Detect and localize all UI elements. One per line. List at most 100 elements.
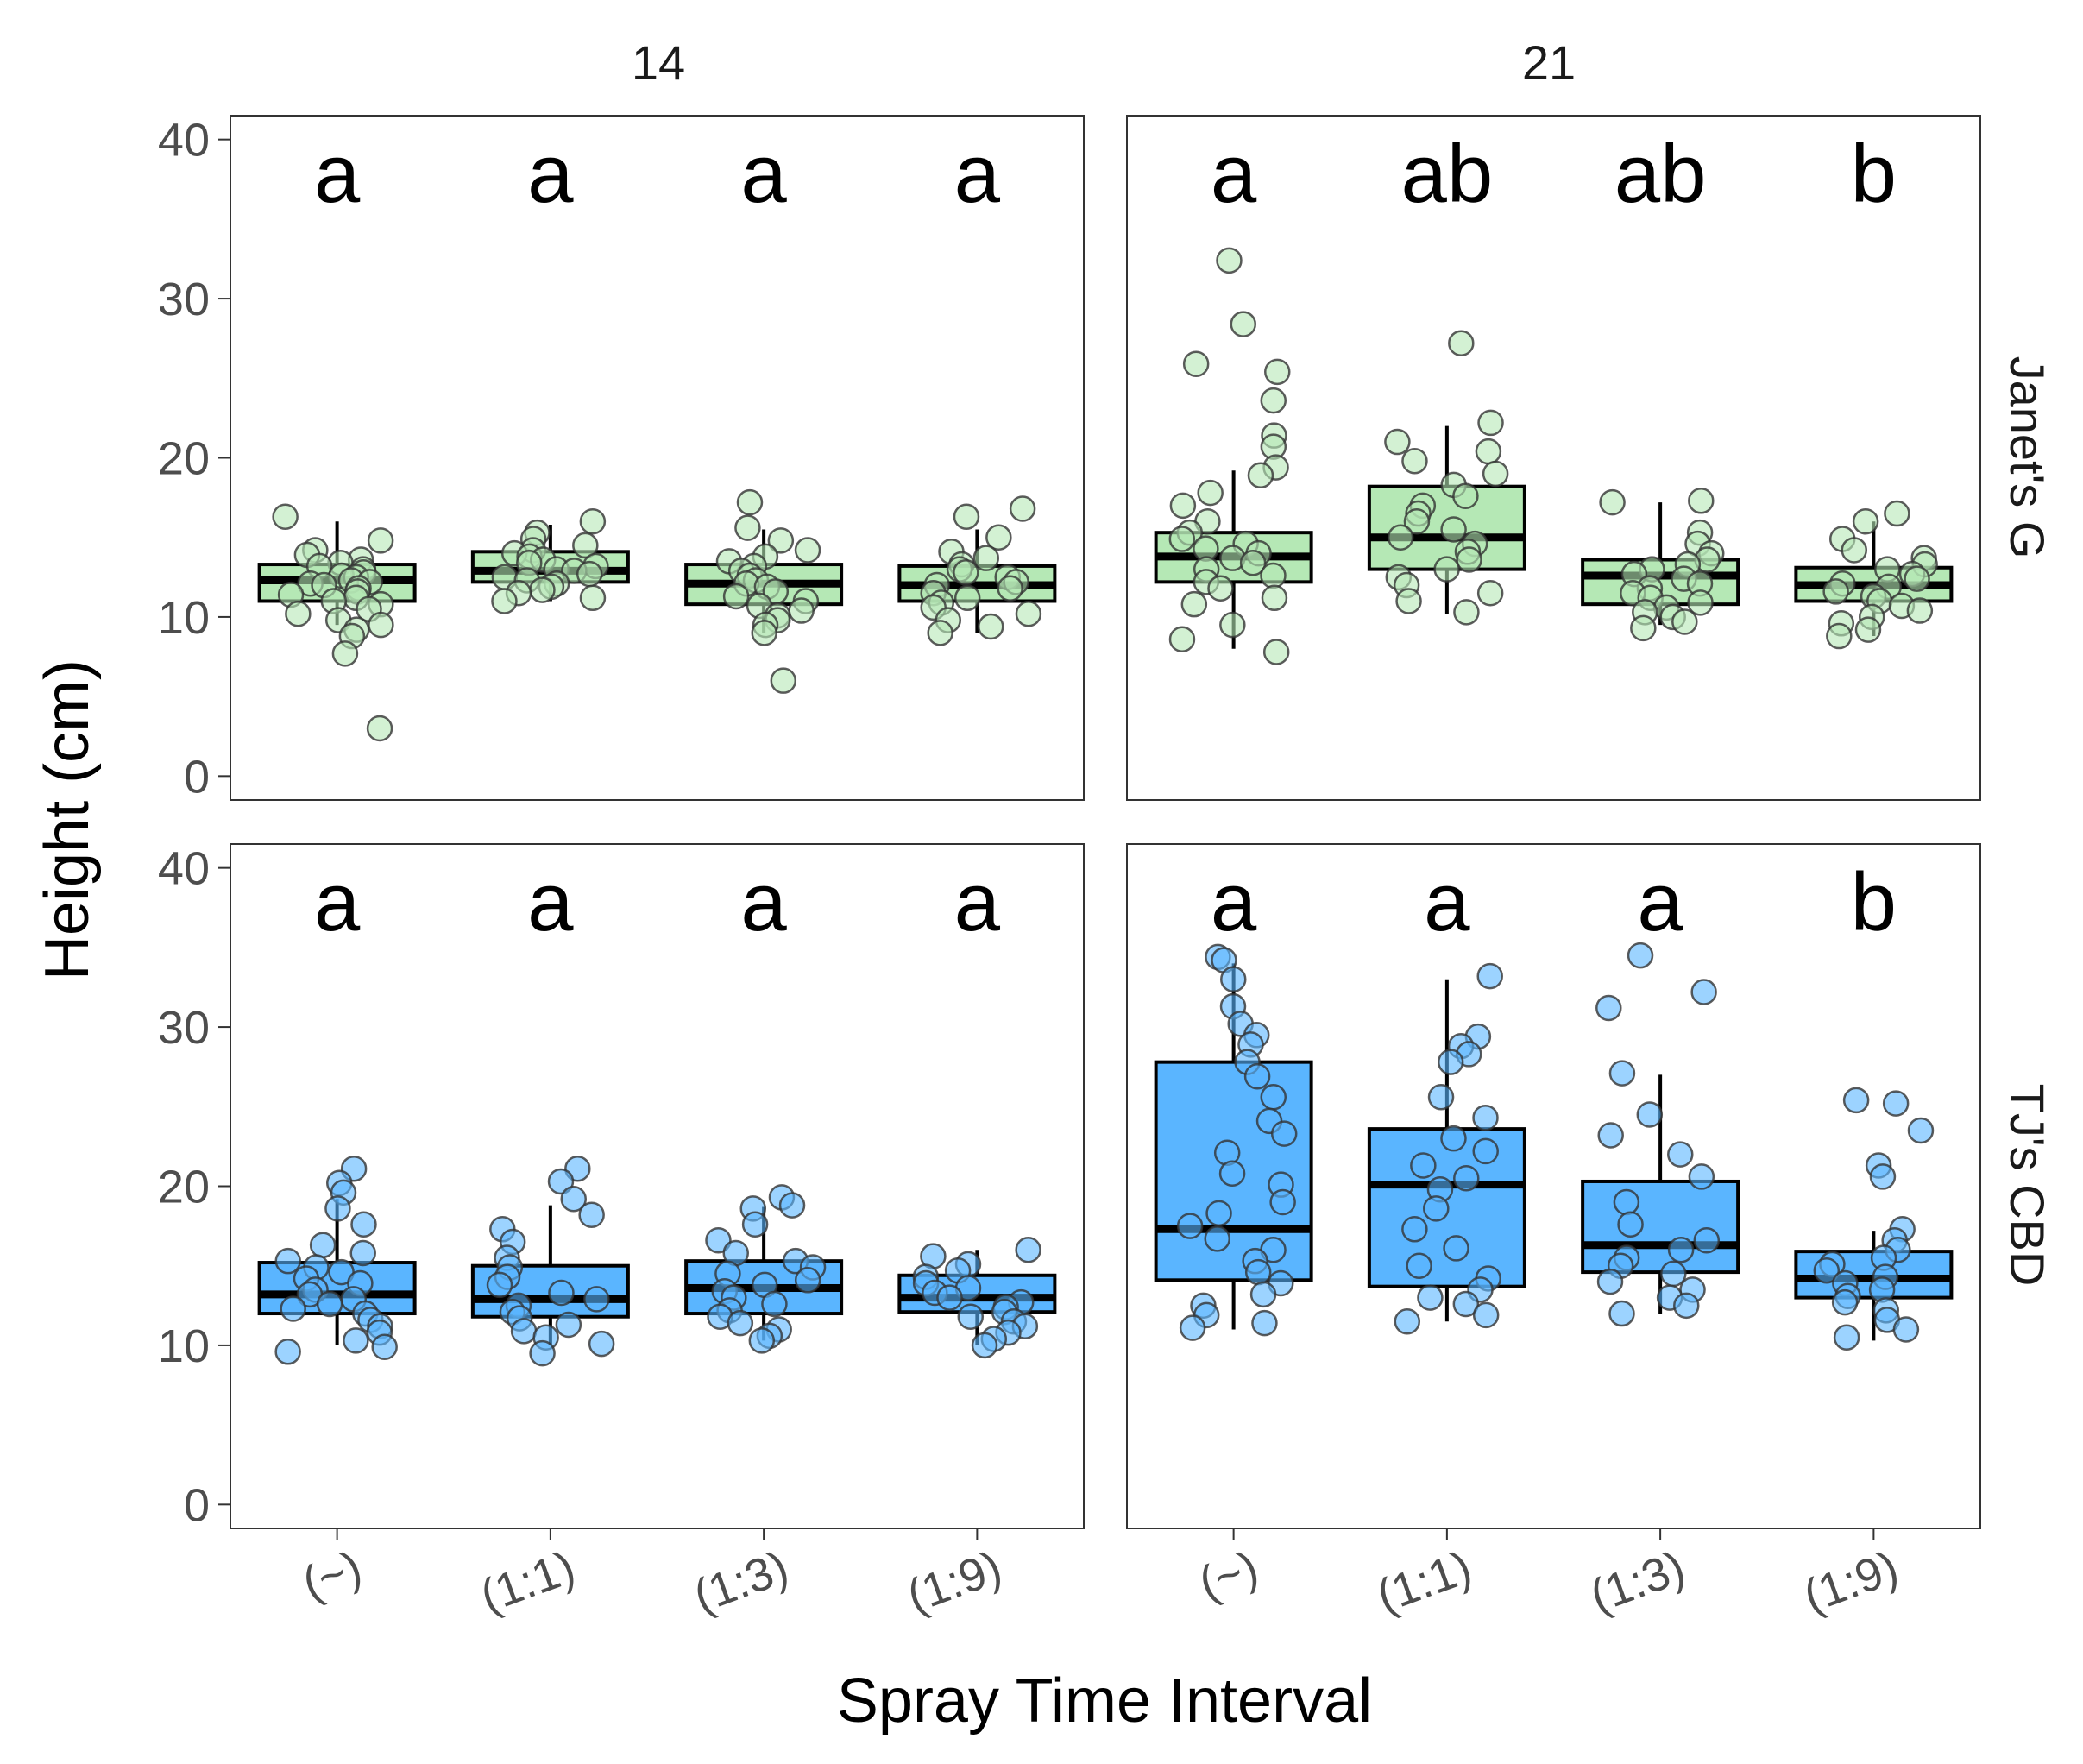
significance-letter: ab (1614, 128, 1707, 220)
box-group-1-9: a (897, 128, 1057, 646)
significance-letter: ab (1400, 128, 1493, 220)
data-point (280, 1295, 306, 1322)
data-point (1884, 500, 1910, 527)
data-point (529, 1339, 556, 1367)
data-point (1394, 1308, 1421, 1335)
data-point (350, 1211, 377, 1238)
data-point (1244, 1258, 1272, 1286)
y-tick-label: 40 (158, 843, 210, 895)
data-point (1627, 942, 1654, 969)
column-strip-label-21: 21 (1522, 35, 1576, 90)
x-tick-label: (1:1) (1370, 1541, 1478, 1622)
data-point (1822, 578, 1849, 605)
data-point (1833, 1324, 1860, 1351)
data-point (1169, 492, 1197, 520)
data-point (1262, 639, 1290, 665)
data-point (1182, 350, 1210, 377)
box-group-1-3: a (684, 856, 844, 1354)
data-point (1168, 526, 1196, 552)
data-point (1667, 1237, 1695, 1263)
significance-letter: a (740, 856, 787, 948)
data-point (1842, 1087, 1870, 1114)
data-point (1387, 524, 1414, 551)
data-point (1401, 447, 1428, 475)
data-point (1437, 1049, 1464, 1075)
y-tick-label: 30 (158, 1002, 210, 1054)
significance-letter: a (1637, 856, 1683, 948)
significance-letter: a (740, 128, 787, 220)
data-point (1403, 508, 1431, 535)
data-point (272, 503, 299, 530)
data-point (978, 613, 1004, 640)
significance-letter: a (1211, 856, 1257, 948)
data-point (1667, 1141, 1694, 1168)
data-point (972, 545, 1000, 571)
data-point (1869, 1163, 1897, 1190)
significance-letter: b (1851, 856, 1897, 948)
data-point (936, 1284, 963, 1311)
data-point (529, 576, 556, 603)
y-tick-label: 10 (158, 1320, 210, 1372)
data-point (583, 1286, 610, 1313)
data-point (1476, 580, 1504, 607)
significance-letter: a (527, 128, 574, 220)
data-point (547, 1168, 575, 1195)
data-point (727, 1309, 754, 1337)
data-point (1440, 1125, 1467, 1152)
x-tick-label: (1:3) (687, 1541, 795, 1622)
data-point (1671, 608, 1698, 635)
data-point (324, 1195, 351, 1222)
data-point (953, 503, 980, 530)
data-point (486, 1271, 513, 1299)
data-point (1477, 409, 1504, 437)
data-point (560, 1186, 588, 1213)
data-point (1440, 516, 1467, 543)
data-point (1427, 1083, 1455, 1111)
data-point (1595, 994, 1622, 1022)
data-point (1456, 546, 1482, 573)
data-point (1599, 488, 1626, 516)
data-point (751, 620, 777, 646)
box-group-1-9: a (897, 856, 1057, 1359)
data-point (1630, 614, 1657, 642)
data-point (367, 527, 394, 554)
data-point (1687, 589, 1714, 616)
data-point (316, 1290, 343, 1318)
box-group-1-3: ab (1581, 128, 1740, 642)
significance-letter: a (314, 128, 361, 220)
data-point (1854, 616, 1882, 643)
data-point (997, 575, 1023, 602)
y-tick-label: 0 (184, 1479, 210, 1531)
data-point (1219, 611, 1246, 639)
y-tick-label: 20 (158, 433, 210, 485)
significance-letter: a (527, 856, 574, 948)
data-point (985, 524, 1012, 551)
panel-14-tj-s-cbd: 0 10 20 30 40 a (~) a (1:1) a (1:3) a (1:9) (158, 843, 1085, 1622)
data-point (1197, 479, 1224, 507)
data-point (1205, 1200, 1232, 1227)
box-group-1-1: a (1367, 856, 1526, 1335)
y-tick-label: 10 (158, 592, 210, 644)
data-point (1204, 1225, 1231, 1252)
data-point (578, 1201, 605, 1228)
data-point (1410, 1152, 1437, 1179)
x-tick-label: (1:3) (1583, 1541, 1691, 1622)
x-tick-label: (1:9) (901, 1541, 1009, 1622)
data-point (767, 527, 795, 554)
data-point (1015, 600, 1042, 627)
data-point (349, 1239, 376, 1267)
data-point (1168, 626, 1196, 652)
data-point (1472, 1137, 1499, 1165)
x-tick-label: (1:1) (474, 1541, 582, 1622)
y-tick-label: 0 (184, 751, 210, 803)
data-point (1270, 1120, 1298, 1147)
data-point (736, 488, 764, 516)
data-point (1180, 590, 1208, 618)
data-point (1452, 482, 1479, 510)
box-group-none: a (1154, 856, 1313, 1341)
data-point (1448, 330, 1475, 356)
data-point (1260, 562, 1287, 589)
y-axis-title: Height (cm) (33, 659, 102, 980)
